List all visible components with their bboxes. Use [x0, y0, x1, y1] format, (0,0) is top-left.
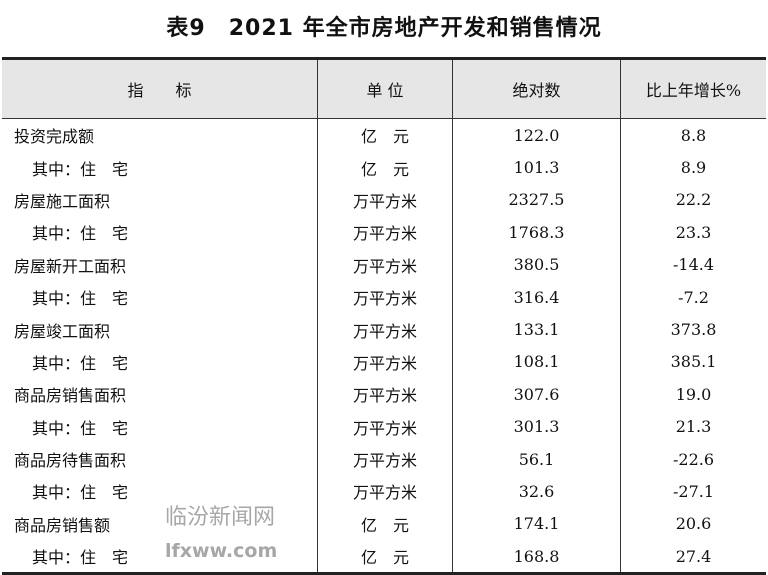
- row-unit: 万平方米: [317, 313, 453, 346]
- row-indicator: 房屋施工面积: [14, 191, 111, 211]
- row-growth: 21.3: [620, 410, 766, 443]
- row-unit: 万平方米: [317, 345, 453, 379]
- row-growth: 373.8: [620, 313, 766, 346]
- row-unit: 万平方米: [317, 216, 453, 249]
- row-growth: -14.4: [620, 248, 766, 281]
- table-row: 商品房销售面积 万平方米 307.6 19.0: [2, 378, 766, 411]
- row-indicator: 其中：住 宅: [32, 548, 129, 568]
- row-growth: 385.1: [620, 345, 766, 379]
- table-row: 房屋施工面积 万平方米 2327.5 22.2: [2, 183, 766, 217]
- table-row: 房屋新开工面积 万平方米 380.5 -14.4: [2, 248, 766, 281]
- row-value: 174.1: [452, 507, 621, 541]
- real-estate-table: 指 标 单 位 绝对数 比上年增长% 投资完成额亿 元 122.0 8.8 其中：住 …: [2, 57, 766, 575]
- row-unit: 万平方米: [317, 442, 453, 476]
- row-growth: -7.2: [620, 280, 766, 314]
- row-unit: 万平方米: [317, 183, 453, 217]
- row-value: 122.0: [452, 118, 621, 152]
- row-value: 32.6: [452, 475, 621, 508]
- row-value: 108.1: [452, 345, 621, 379]
- header-row: 指 标 单 位 绝对数 比上年增长%: [2, 58, 766, 119]
- row-value: 2327.5: [452, 183, 621, 217]
- table-row: 其中：住 宅 万平方米 32.6 -27.1: [2, 475, 766, 508]
- row-indicator: 房屋竣工面积: [14, 321, 111, 341]
- row-indicator: 其中：住 宅: [32, 418, 129, 438]
- row-value: 56.1: [452, 442, 621, 476]
- row-indicator: 其中：住 宅: [32, 224, 129, 244]
- header-value: 绝对数: [452, 58, 621, 119]
- row-unit: 亿 元: [317, 507, 453, 541]
- row-unit: 万平方米: [317, 410, 453, 443]
- row-growth: 27.4: [620, 540, 766, 574]
- table-row: 其中：住 宅 亿 元 168.8 27.4: [2, 540, 766, 574]
- row-indicator: 其中：住 宅: [32, 159, 129, 179]
- row-indicator: 其中：住 宅: [32, 289, 129, 309]
- header-unit: 单 位: [317, 58, 453, 119]
- row-unit: 万平方米: [317, 248, 453, 281]
- row-value: 133.1: [452, 313, 621, 346]
- row-value: 316.4: [452, 280, 621, 314]
- row-growth: 19.0: [620, 378, 766, 411]
- row-value: 380.5: [452, 248, 621, 281]
- table-row: 商品房销售额 亿 元 174.1 20.6: [2, 507, 766, 541]
- table-row: 其中：住 宅 万平方米 1768.3 23.3: [2, 216, 766, 249]
- row-value: 307.6: [452, 378, 621, 411]
- row-value: 1768.3: [452, 216, 621, 249]
- row-unit: 亿 元: [317, 118, 453, 152]
- row-value: 101.3: [452, 151, 621, 184]
- row-unit: 万平方米: [317, 378, 453, 411]
- row-indicator: 商品房销售额: [14, 515, 111, 535]
- row-indicator: 房屋新开工面积: [14, 256, 127, 276]
- row-unit: 万平方米: [317, 475, 453, 508]
- row-growth: 22.2: [620, 183, 766, 217]
- row-unit: 万平方米: [317, 280, 453, 314]
- row-growth: 8.8: [620, 118, 766, 152]
- table-row: 其中：住 宅 亿 元 101.3 8.9: [2, 151, 766, 184]
- header-indicator: 指 标: [2, 58, 318, 119]
- row-unit: 亿 元: [317, 151, 453, 184]
- row-indicator: 商品房待售面积: [14, 451, 127, 471]
- row-value: 168.8: [452, 540, 621, 574]
- table-row: 其中：住 宅 万平方米 316.4 -7.2: [2, 280, 766, 314]
- row-unit: 亿 元: [317, 540, 453, 574]
- table-title: 表9 2021 年全市房地产开发和销售情况: [166, 16, 602, 41]
- table-row: 其中：住 宅 万平方米 108.1 385.1: [2, 345, 766, 379]
- row-growth: -22.6: [620, 442, 766, 476]
- row-indicator: 投资完成额: [14, 127, 95, 147]
- table-row: 商品房待售面积 万平方米 56.1 -22.6: [2, 442, 766, 476]
- table-row: 其中：住 宅 万平方米 301.3 21.3: [2, 410, 766, 443]
- row-growth: -27.1: [620, 475, 766, 508]
- row-growth: 23.3: [620, 216, 766, 249]
- row-growth: 8.9: [620, 151, 766, 184]
- row-indicator: 其中：住 宅: [32, 353, 129, 373]
- row-indicator: 其中：住 宅: [32, 483, 129, 503]
- row-value: 301.3: [452, 410, 621, 443]
- header-growth: 比上年增长%: [620, 58, 766, 119]
- row-indicator: 商品房销售面积: [14, 386, 127, 406]
- row-growth: 20.6: [620, 507, 766, 541]
- table-row: 投资完成额 亿 元 122.0 8.8: [2, 118, 766, 152]
- table-row: 房屋竣工面积 万平方米 133.1 373.8: [2, 313, 766, 346]
